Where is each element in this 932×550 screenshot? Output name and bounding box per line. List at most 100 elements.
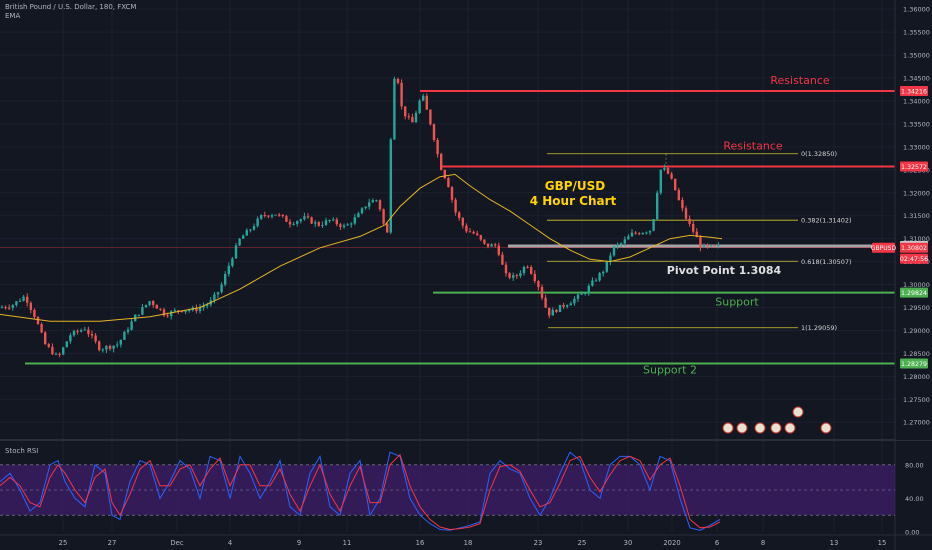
candle bbox=[501, 251, 504, 265]
candle bbox=[357, 211, 360, 218]
date-tick-label: 23 bbox=[534, 539, 543, 547]
candle-body bbox=[483, 239, 486, 244]
candle bbox=[638, 232, 641, 236]
candle bbox=[245, 228, 248, 236]
date-tick-label: 15 bbox=[878, 539, 887, 547]
candle bbox=[404, 106, 407, 120]
candle bbox=[533, 270, 536, 284]
candle bbox=[101, 348, 104, 353]
candle bbox=[555, 309, 558, 314]
rsi-tick-label: 40.00 bbox=[905, 495, 924, 503]
candle bbox=[580, 291, 583, 295]
candle bbox=[40, 322, 43, 334]
candle bbox=[407, 113, 410, 120]
candle-body bbox=[537, 281, 540, 288]
candle bbox=[8, 304, 11, 311]
symbol-header[interactable]: British Pound / U.S. Dollar, 180, FXCM bbox=[5, 3, 137, 11]
candle-body bbox=[447, 178, 450, 188]
date-tick-label: 6 bbox=[715, 539, 719, 547]
price-axis[interactable]: 1.36000 1.35500 1.35000 1.34500 1.34000 1.335… bbox=[871, 0, 932, 550]
candle-body bbox=[562, 304, 565, 307]
candle-body bbox=[278, 214, 281, 216]
candle bbox=[602, 270, 605, 277]
event-icon[interactable] bbox=[754, 422, 766, 434]
candle bbox=[119, 339, 122, 348]
candle bbox=[195, 304, 198, 314]
candle-body bbox=[159, 308, 162, 310]
candle bbox=[288, 219, 292, 228]
price-tick-label: 1.27000 bbox=[903, 419, 930, 427]
candle bbox=[688, 215, 691, 227]
candle-body bbox=[522, 266, 526, 274]
candle-body bbox=[166, 315, 169, 317]
event-icon[interactable] bbox=[792, 406, 804, 418]
fibonacci-retracement: 0(1.32850) 0.382(1.31402) 0.618(1.30507) 1(… bbox=[547, 150, 852, 332]
candle-body bbox=[540, 287, 544, 298]
ema-indicator-label[interactable]: EMA bbox=[5, 12, 21, 20]
candle bbox=[382, 208, 385, 226]
candle-body bbox=[515, 275, 518, 277]
event-icons[interactable] bbox=[722, 406, 832, 434]
chart-subtitle: 4 Hour Chart bbox=[530, 194, 617, 208]
candle bbox=[465, 223, 468, 233]
candle-body bbox=[220, 284, 223, 293]
candle bbox=[123, 330, 126, 340]
candle bbox=[548, 307, 551, 319]
candle-body bbox=[526, 266, 529, 268]
candle-body bbox=[652, 219, 655, 231]
candle-body bbox=[443, 170, 446, 179]
candle bbox=[605, 261, 608, 273]
candle bbox=[375, 199, 378, 203]
rsi-tick-label: 80.00 bbox=[905, 461, 924, 469]
candle bbox=[220, 282, 223, 294]
candle-body bbox=[436, 139, 439, 155]
candle-body bbox=[670, 173, 673, 179]
candle bbox=[130, 318, 133, 331]
event-icon[interactable] bbox=[784, 422, 796, 434]
candle-body bbox=[0, 307, 4, 309]
candle-body bbox=[213, 294, 216, 301]
candle-body bbox=[62, 347, 65, 355]
grid bbox=[0, 0, 932, 532]
chart-title: GBP/USD bbox=[545, 179, 606, 193]
candle-body bbox=[396, 78, 400, 83]
price-tick-label: 1.33500 bbox=[903, 120, 930, 128]
candle bbox=[594, 277, 598, 282]
level-labels: Resistance Resistance Pivot Point 1.3084 Su… bbox=[643, 74, 830, 376]
event-icon[interactable] bbox=[820, 422, 832, 434]
candle-body bbox=[479, 235, 482, 240]
candle-body bbox=[461, 217, 464, 226]
candle bbox=[72, 329, 76, 337]
price-tick-label: 1.33000 bbox=[903, 143, 930, 151]
candle bbox=[296, 220, 299, 227]
date-tick-label: 9 bbox=[297, 539, 301, 547]
candle-body bbox=[692, 223, 695, 232]
candle-body bbox=[497, 245, 500, 255]
candle bbox=[105, 344, 108, 354]
candle-body bbox=[717, 245, 720, 247]
candle bbox=[198, 304, 202, 314]
candle-body bbox=[33, 309, 36, 318]
candle-body bbox=[206, 304, 209, 307]
candle-body bbox=[630, 232, 634, 237]
candle-body bbox=[663, 168, 666, 170]
event-icon[interactable] bbox=[770, 422, 782, 434]
candle bbox=[33, 308, 36, 320]
fib-label-0.382: 0.382(1.31402) bbox=[801, 217, 852, 225]
date-tick-label: 30 bbox=[624, 539, 633, 547]
candle-body bbox=[648, 230, 652, 233]
event-icon[interactable] bbox=[736, 422, 748, 434]
candle-body bbox=[688, 218, 691, 224]
candle-body bbox=[400, 82, 403, 107]
candle bbox=[249, 228, 252, 233]
candle-body bbox=[281, 214, 284, 217]
candle bbox=[306, 213, 310, 219]
time-axis[interactable]: 25 27 Dec 4 9 11 16 18 23 25 30 2020 6 8 13 15 bbox=[0, 534, 932, 547]
candle-body bbox=[252, 226, 256, 230]
event-icon[interactable] bbox=[722, 422, 734, 434]
candle-body bbox=[90, 333, 94, 336]
candle bbox=[486, 243, 490, 249]
candle bbox=[346, 222, 349, 226]
price-tick-label: 1.29000 bbox=[903, 327, 930, 335]
